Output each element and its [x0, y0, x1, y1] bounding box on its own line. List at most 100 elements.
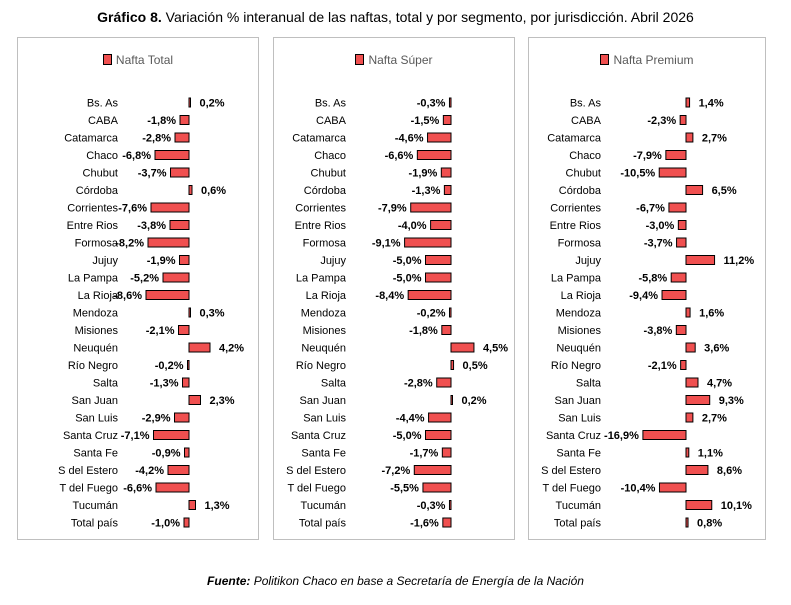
data-label: -10,5%	[620, 168, 655, 180]
data-label: -8,2%	[115, 238, 144, 250]
bar	[145, 290, 190, 300]
data-label: 8,6%	[717, 465, 742, 477]
data-label: 1,4%	[699, 98, 724, 110]
category-label: Corrientes	[550, 203, 601, 215]
bar	[642, 430, 687, 440]
bar	[443, 185, 452, 195]
category-label: Chaco	[86, 150, 118, 162]
bar	[410, 202, 452, 213]
category-label: Total país	[299, 518, 347, 530]
category-label: Jujuy	[92, 255, 118, 267]
bar	[179, 255, 190, 265]
bar	[179, 115, 190, 125]
category-label: San Luis	[75, 413, 118, 425]
bar	[183, 517, 190, 528]
data-label: -1,6%	[410, 518, 439, 530]
bar	[188, 97, 191, 108]
category-label: Jujuy	[320, 255, 346, 267]
bar	[430, 220, 452, 230]
category-label: San Juan	[72, 395, 118, 407]
data-label: -1,9%	[409, 168, 438, 180]
data-label: -1,0%	[151, 518, 180, 530]
chart-title-label: Gráfico 8.	[97, 9, 162, 25]
bar	[685, 132, 694, 143]
bar	[174, 412, 190, 423]
category-label: T del Fuego	[287, 483, 346, 495]
bar	[685, 342, 696, 353]
category-label: S del Estero	[58, 465, 118, 477]
legend-swatch	[600, 54, 610, 65]
bar-chart-nafta-super: Bs. As -0,3% CABA -1,5% Catamarca -4,6% Chaco -…	[286, 97, 508, 530]
data-label: 1,3%	[205, 500, 230, 512]
category-label: La Pampa	[296, 273, 347, 285]
category-label: La Rioja	[306, 290, 347, 302]
chart-title-text: Variación % interanual de las naftas, to…	[165, 9, 694, 25]
bar	[440, 167, 452, 178]
data-label: -4,2%	[135, 465, 164, 477]
data-label: -4,4%	[396, 413, 425, 425]
bar	[676, 237, 687, 248]
category-label: S del Estero	[541, 465, 601, 477]
category-label: Santa Cruz	[546, 430, 601, 442]
bar	[155, 482, 190, 493]
category-label: S del Estero	[286, 465, 346, 477]
data-label: -8,4%	[375, 290, 404, 302]
data-label: 10,1%	[721, 500, 752, 512]
category-label: Catamarca	[64, 133, 119, 145]
category-label: Corrientes	[67, 203, 118, 215]
category-label: Mendoza	[301, 308, 347, 320]
source-note: Fuente: Politikon Chaco en base a Secret…	[0, 574, 791, 588]
data-label: -10,4%	[621, 483, 656, 495]
category-label: Formosa	[558, 238, 602, 250]
category-label: Catamarca	[547, 133, 602, 145]
bar	[147, 237, 190, 248]
category-label: Córdoba	[559, 185, 602, 197]
data-label: -1,5%	[411, 115, 440, 127]
source-label: Fuente:	[207, 574, 251, 588]
legend: Nafta Premium	[529, 53, 765, 67]
legend-label: Nafta Total	[115, 53, 174, 67]
data-label: 2,7%	[702, 413, 727, 425]
data-label: -6,6%	[385, 150, 414, 162]
bar	[685, 395, 711, 405]
data-label: 11,2%	[724, 255, 755, 267]
data-label: -6,6%	[123, 483, 152, 495]
category-label: CABA	[571, 115, 602, 127]
bar	[685, 517, 689, 528]
data-label: 0,6%	[201, 185, 226, 197]
bar	[425, 430, 452, 440]
bar	[416, 150, 452, 160]
data-label: 4,5%	[483, 343, 508, 355]
bar	[679, 115, 687, 125]
bar-chart-nafta-total: Bs. As 0,2% CABA -1,8% Catamarca -2,8% Chaco -6…	[58, 97, 244, 530]
legend: Nafta Total	[18, 53, 258, 67]
bar-chart-nafta-premium: Bs. As 1,4% CABA -2,3% Catamarca 2,7% Chaco -7,…	[541, 97, 755, 530]
bar	[188, 307, 191, 318]
data-label: 9,3%	[719, 395, 744, 407]
data-label: -0,9%	[152, 448, 181, 460]
category-label: Tucumán	[73, 500, 118, 512]
category-label: Santa Fe	[301, 448, 346, 460]
data-label: -5,5%	[390, 483, 419, 495]
bar	[450, 395, 453, 405]
bar	[413, 465, 452, 475]
bar	[167, 465, 190, 475]
category-label: La Rioja	[78, 290, 119, 302]
bar	[685, 307, 691, 318]
bar	[425, 255, 452, 265]
category-label: Chubut	[566, 168, 601, 180]
bar	[188, 395, 201, 405]
category-label: Río Negro	[551, 360, 601, 372]
category-label: Córdoba	[76, 185, 119, 197]
data-label: -0,3%	[417, 500, 446, 512]
category-label: Misiones	[558, 325, 602, 337]
data-label: 0,2%	[200, 98, 225, 110]
category-label: Formosa	[75, 238, 119, 250]
category-label: Misiones	[75, 325, 119, 337]
data-label: -8,6%	[113, 290, 142, 302]
category-label: Jujuy	[575, 255, 601, 267]
data-label: -2,1%	[648, 360, 677, 372]
legend-swatch	[355, 54, 365, 65]
data-label: -2,1%	[146, 325, 175, 337]
category-label: Formosa	[303, 238, 347, 250]
